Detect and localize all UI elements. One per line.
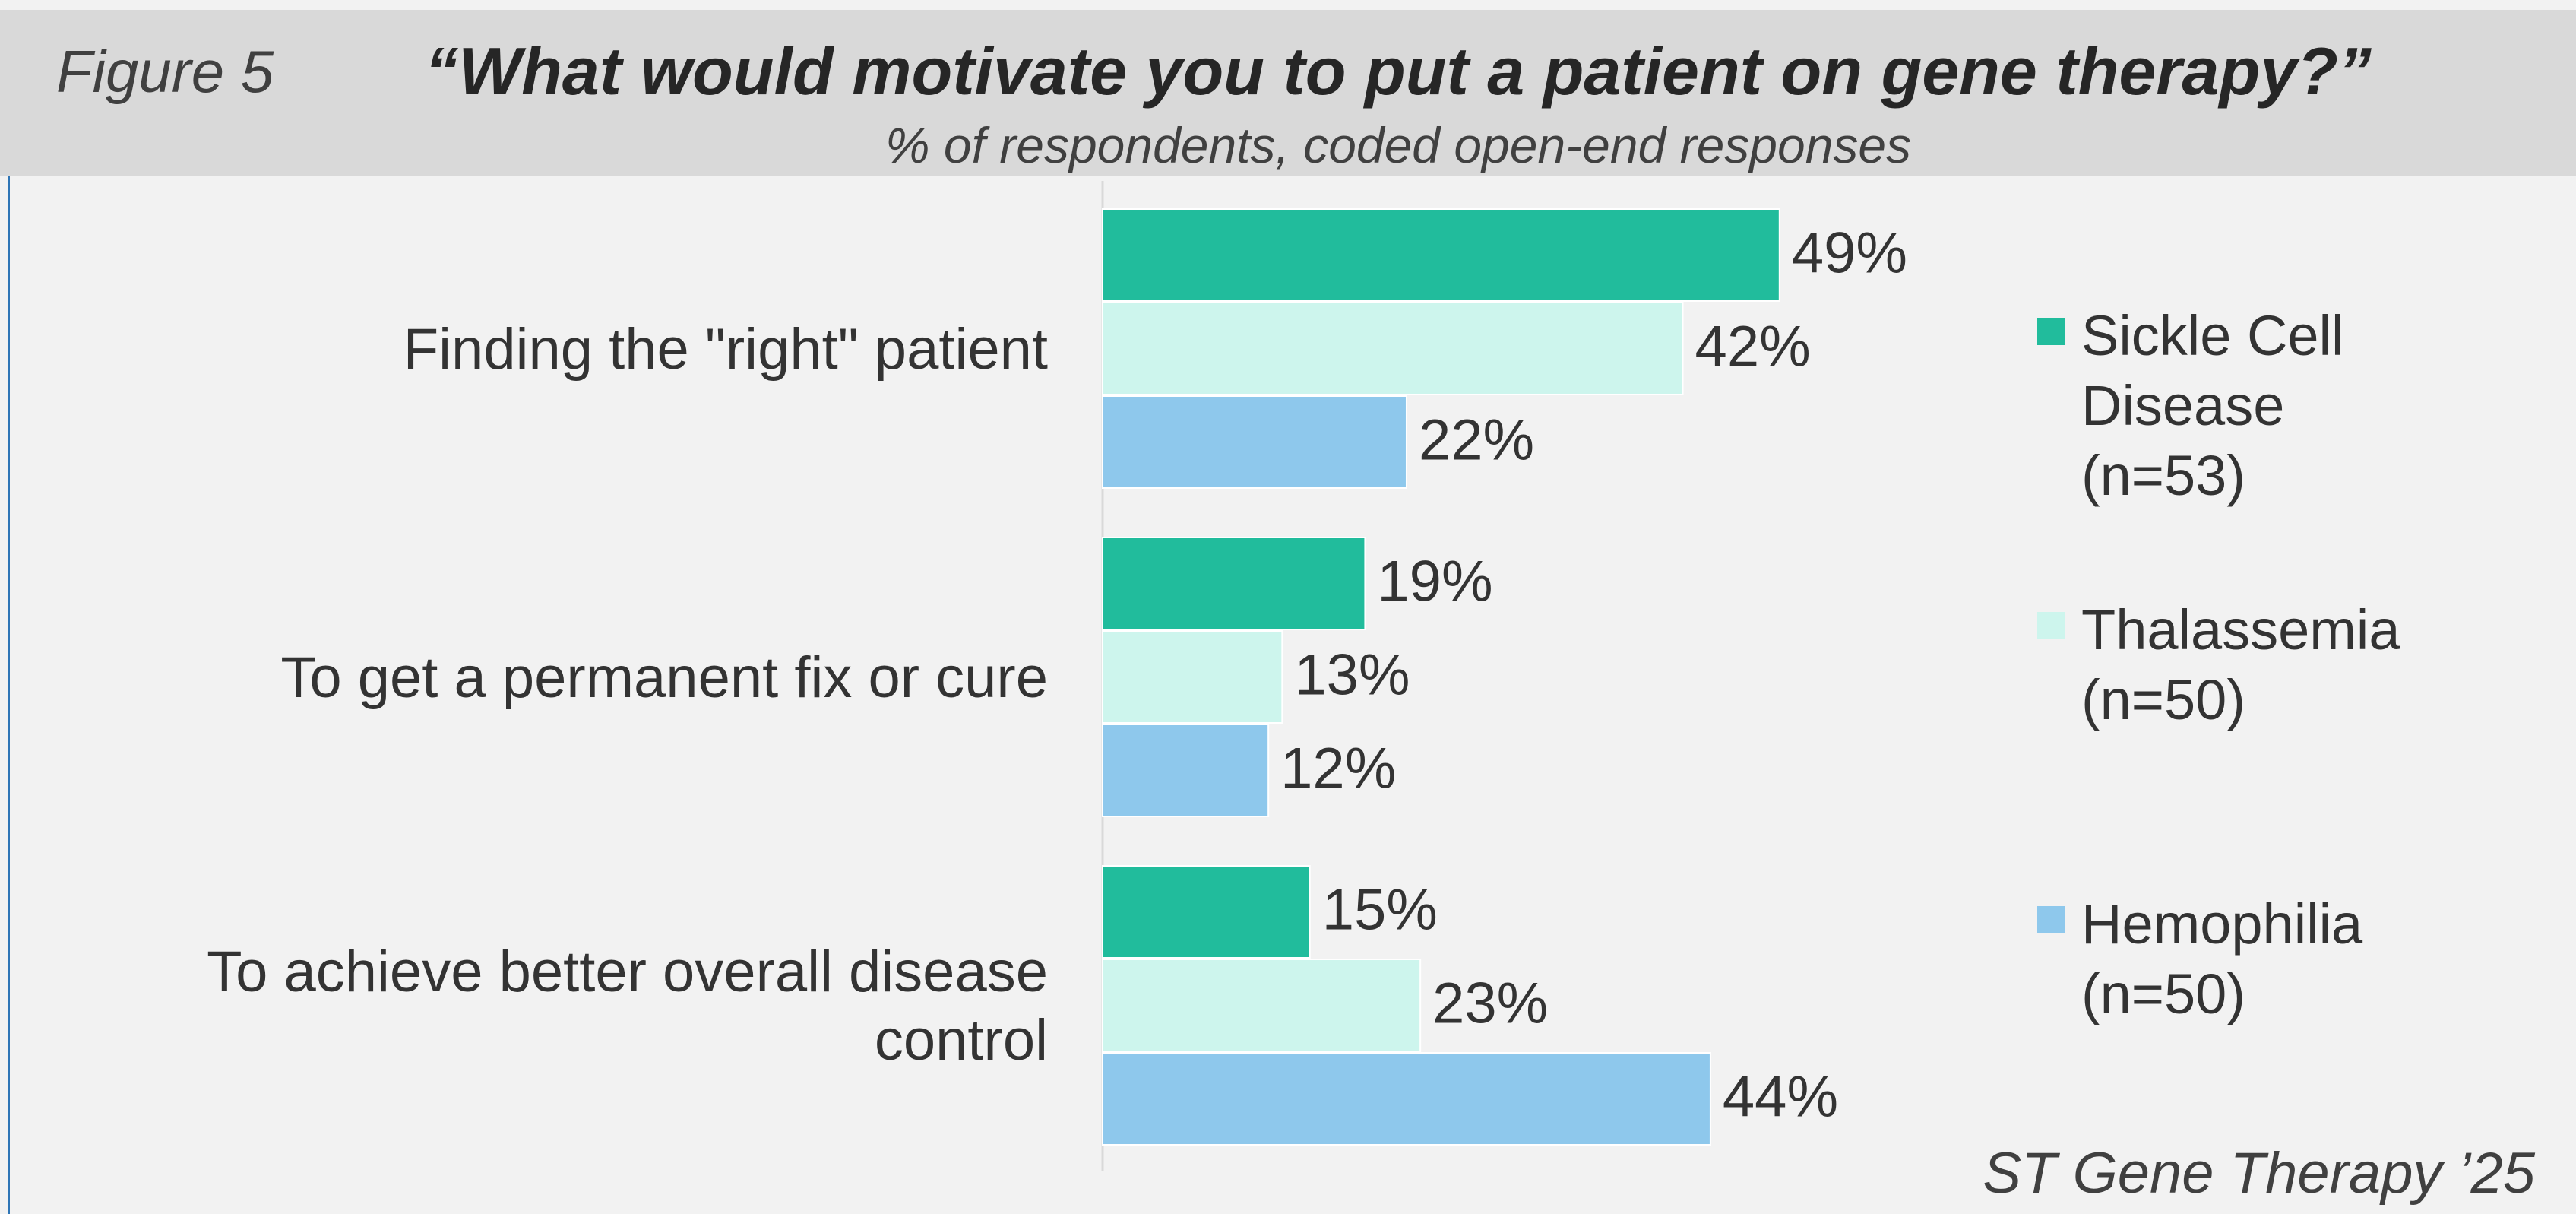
data-label: 22%: [1419, 408, 1534, 473]
bar: [1102, 395, 1407, 489]
bar: [1102, 959, 1422, 1052]
category-label: To get a permanent fix or cure: [280, 645, 1048, 710]
legend-swatch: [2037, 612, 2065, 639]
data-label: 44%: [1723, 1065, 1838, 1130]
legend-label: Hemophilia (n=50): [2081, 892, 2363, 1025]
bar: [1102, 1052, 1711, 1146]
data-label: 42%: [1695, 315, 1811, 379]
left-border: [8, 176, 10, 1214]
chart-title: “What would motivate you to put a patien…: [425, 33, 2372, 109]
data-label: 12%: [1280, 737, 1396, 801]
legend-swatch: [2037, 906, 2065, 933]
bar: [1102, 208, 1780, 302]
data-label: 49%: [1792, 221, 1907, 286]
category-label: Finding the "right" patient: [403, 316, 1048, 382]
data-label: 13%: [1294, 643, 1410, 708]
data-label: 19%: [1377, 550, 1492, 614]
bar: [1102, 302, 1684, 395]
bar: [1102, 865, 1311, 959]
header: Figure 5 “What would motivate you to put…: [0, 10, 2576, 176]
legend-label: Sickle Cell Disease (n=53): [2081, 304, 2344, 507]
source: ST Gene Therapy ’25: [1983, 1141, 2535, 1206]
figure-label: Figure 5: [56, 38, 274, 105]
category-label: To achieve better overall disease contro…: [207, 939, 1048, 1073]
data-label: 15%: [1322, 878, 1438, 943]
chart-subtitle: % of respondents, coded open-end respons…: [885, 117, 1912, 173]
data-label: 23%: [1432, 972, 1548, 1036]
legend-swatch: [2037, 318, 2065, 345]
legend-label: Thalassemia (n=50): [2081, 598, 2400, 731]
bar: [1102, 630, 1283, 724]
bar: [1102, 724, 1270, 817]
bar: [1102, 537, 1366, 630]
